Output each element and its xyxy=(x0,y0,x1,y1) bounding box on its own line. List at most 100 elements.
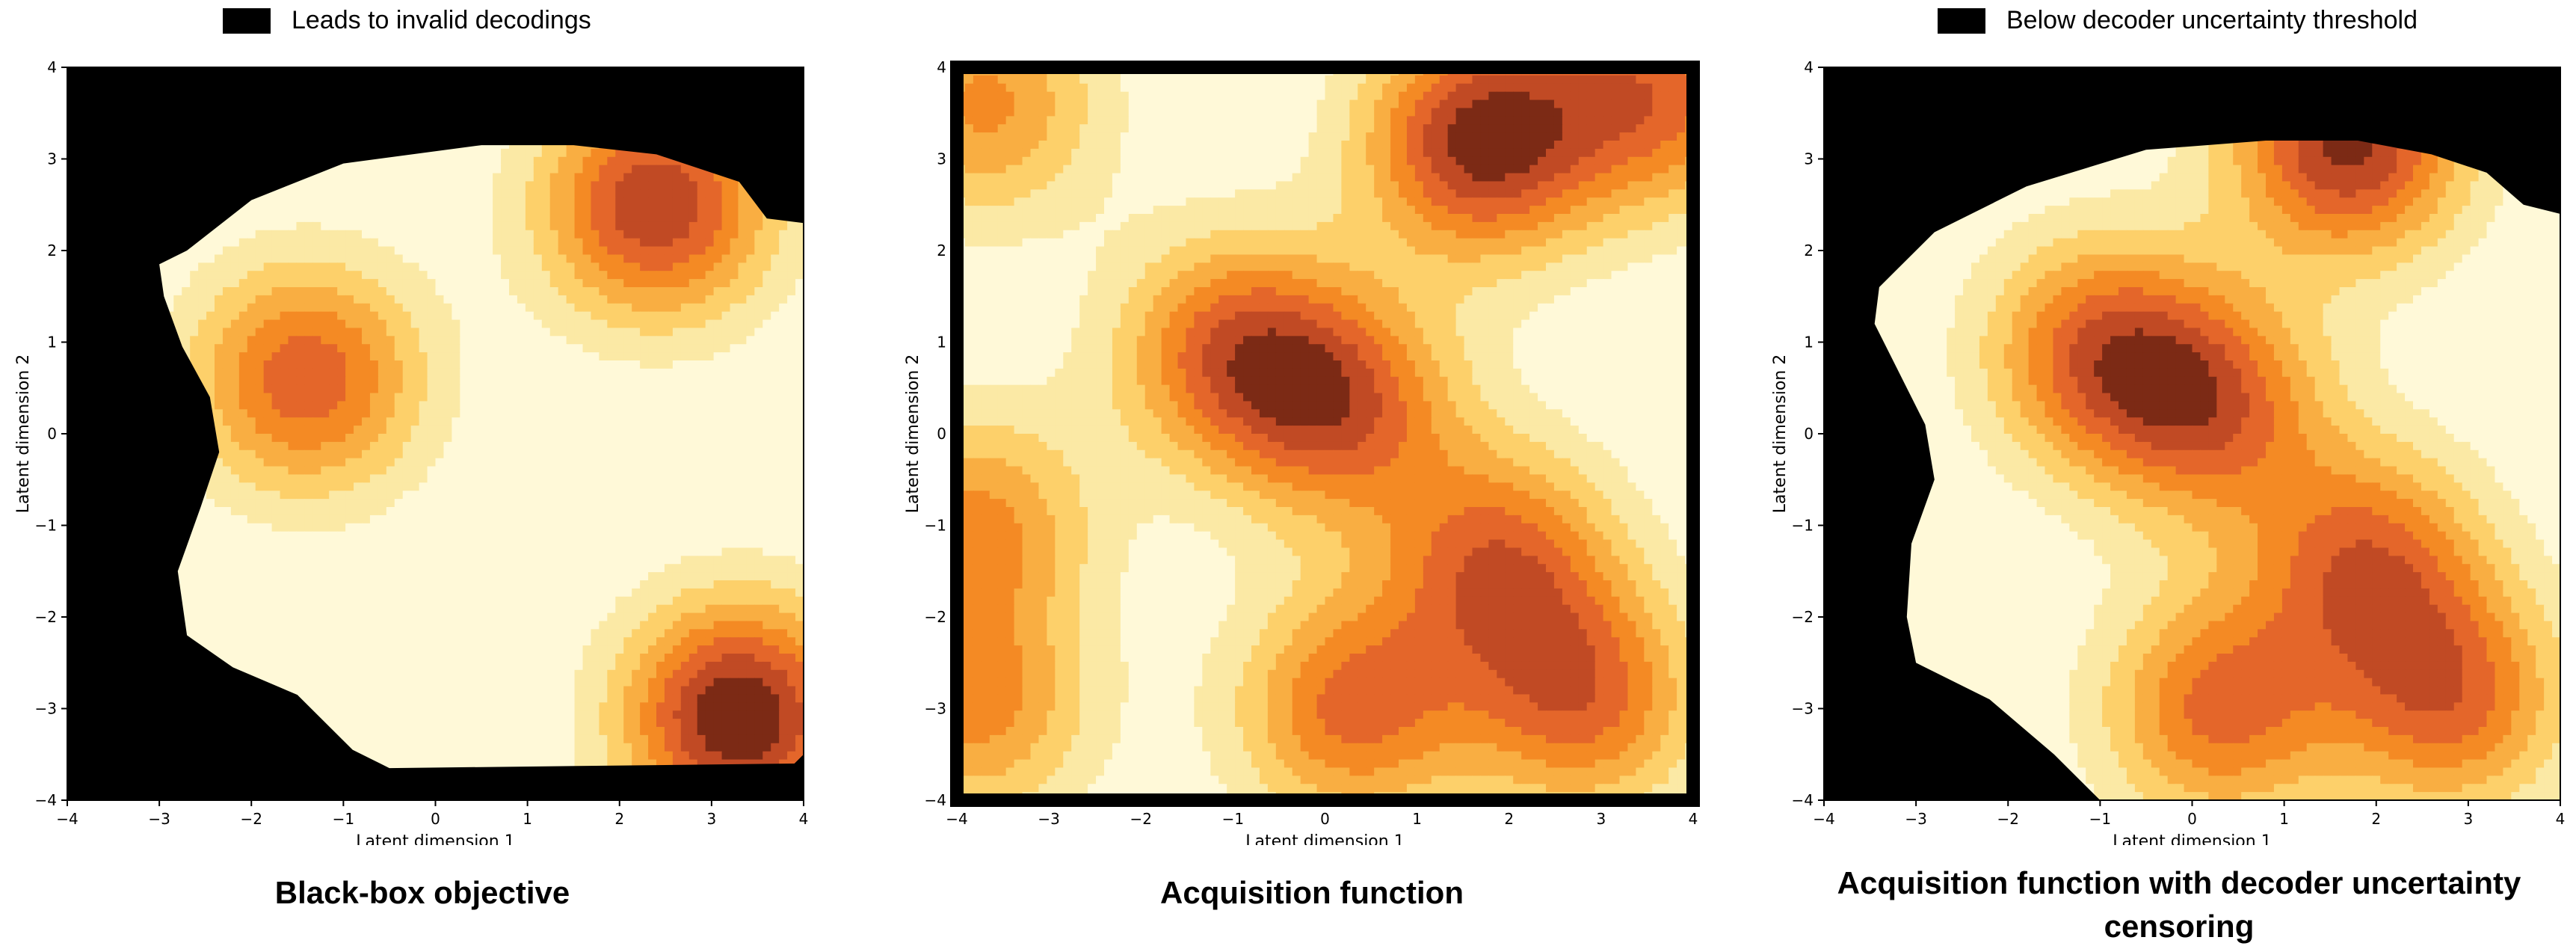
heatmap-cell xyxy=(574,206,584,215)
heatmap-cell xyxy=(697,376,706,386)
heatmap-cell xyxy=(656,401,665,410)
heatmap-cell xyxy=(615,287,624,296)
heatmap-cell xyxy=(509,434,518,443)
heatmap-cell xyxy=(182,254,191,263)
heatmap-cell xyxy=(754,246,763,256)
heatmap-cell xyxy=(705,295,715,304)
heatmap-cell xyxy=(599,197,608,206)
heatmap-cell xyxy=(566,189,576,198)
heatmap-cell xyxy=(688,434,698,443)
heatmap-cell xyxy=(222,466,232,476)
heatmap-cell xyxy=(558,491,567,500)
heatmap-cell xyxy=(705,426,715,434)
heatmap-cell xyxy=(354,311,363,321)
heatmap-cell xyxy=(394,206,404,215)
heatmap-cell xyxy=(648,449,657,459)
heatmap-cell xyxy=(640,426,649,434)
heatmap-cell xyxy=(238,401,248,410)
heatmap-cell xyxy=(533,156,543,166)
heatmap-cell xyxy=(672,262,682,271)
heatmap-cell xyxy=(607,401,616,410)
heatmap-cell xyxy=(419,238,428,248)
heatmap-cell xyxy=(173,262,182,271)
heatmap-cell xyxy=(541,206,551,215)
heatmap-cell xyxy=(697,352,706,361)
heatmap-cell xyxy=(215,376,224,386)
heatmap-cell xyxy=(165,303,174,313)
heatmap-cell xyxy=(247,287,256,296)
heatmap-cell xyxy=(206,287,215,296)
heatmap-cell xyxy=(386,262,395,271)
heatmap-cell xyxy=(517,344,526,353)
heatmap-cell xyxy=(198,311,207,321)
heatmap-cell xyxy=(222,482,232,491)
heatmap-cell xyxy=(517,491,526,500)
heatmap-cell xyxy=(525,328,534,337)
heatmap-cell xyxy=(304,246,313,256)
heatmap-cell xyxy=(468,181,477,190)
heatmap-cell xyxy=(632,271,641,280)
heatmap-cell xyxy=(762,482,771,491)
heatmap-cell xyxy=(460,311,469,321)
heatmap-cell xyxy=(198,246,207,256)
heatmap-cell xyxy=(672,376,682,386)
heatmap-cell xyxy=(304,287,313,296)
heatmap-cell xyxy=(410,507,420,516)
heatmap-cell xyxy=(329,344,338,353)
heatmap-cell xyxy=(623,434,632,443)
heatmap-cell xyxy=(525,303,534,313)
heatmap-cell xyxy=(321,319,330,329)
heatmap-cell xyxy=(460,254,469,263)
heatmap-cell xyxy=(493,311,502,321)
heatmap-cell xyxy=(672,303,682,313)
heatmap-cell xyxy=(435,303,445,313)
heatmap-cell xyxy=(304,221,313,231)
heatmap-cell xyxy=(402,352,412,361)
heatmap-cell xyxy=(410,417,420,426)
heatmap-cell xyxy=(247,434,256,443)
heatmap-cell xyxy=(517,197,526,206)
heatmap-cell xyxy=(296,262,305,271)
heatmap-cell xyxy=(549,319,559,329)
heatmap-cell xyxy=(484,165,493,174)
heatmap-cell xyxy=(386,214,395,223)
heatmap-cell xyxy=(762,474,771,483)
heatmap-cell xyxy=(354,173,363,182)
heatmap-cell xyxy=(705,409,715,418)
heatmap-cell xyxy=(410,336,420,345)
heatmap-cell xyxy=(713,319,723,329)
heatmap-cell xyxy=(599,238,608,248)
heatmap-cell xyxy=(623,221,632,231)
heatmap-cell xyxy=(558,417,567,426)
heatmap-cell xyxy=(255,206,265,215)
heatmap-cell xyxy=(354,206,363,215)
heatmap-cell xyxy=(582,295,592,304)
heatmap-cell xyxy=(795,360,804,369)
heatmap-cell xyxy=(369,238,379,248)
heatmap-cell xyxy=(230,238,240,248)
heatmap-cell xyxy=(721,271,731,280)
heatmap-cell xyxy=(493,197,502,206)
heatmap-cell xyxy=(591,360,600,369)
heatmap-cell xyxy=(263,214,273,223)
heatmap-cell xyxy=(435,401,445,410)
heatmap-cell xyxy=(419,221,428,231)
heatmap-cell xyxy=(337,303,346,313)
heatmap-cell xyxy=(533,426,543,434)
heatmap-cell xyxy=(525,376,534,386)
heatmap-cell xyxy=(754,401,763,410)
heatmap-cell xyxy=(795,393,804,402)
heatmap-cell xyxy=(582,287,592,296)
heatmap-cell xyxy=(386,458,395,467)
heatmap-cell xyxy=(632,230,641,239)
heatmap-cell xyxy=(386,254,395,263)
heatmap-cell xyxy=(280,376,289,386)
heatmap-cell xyxy=(705,441,715,451)
heatmap-cell xyxy=(632,449,641,459)
heatmap-cell xyxy=(402,328,412,337)
heatmap-cell xyxy=(321,352,330,361)
heatmap-cell xyxy=(230,499,240,508)
heatmap-cell xyxy=(484,409,493,418)
heatmap-cell xyxy=(263,482,273,491)
heatmap-cell xyxy=(304,271,313,280)
